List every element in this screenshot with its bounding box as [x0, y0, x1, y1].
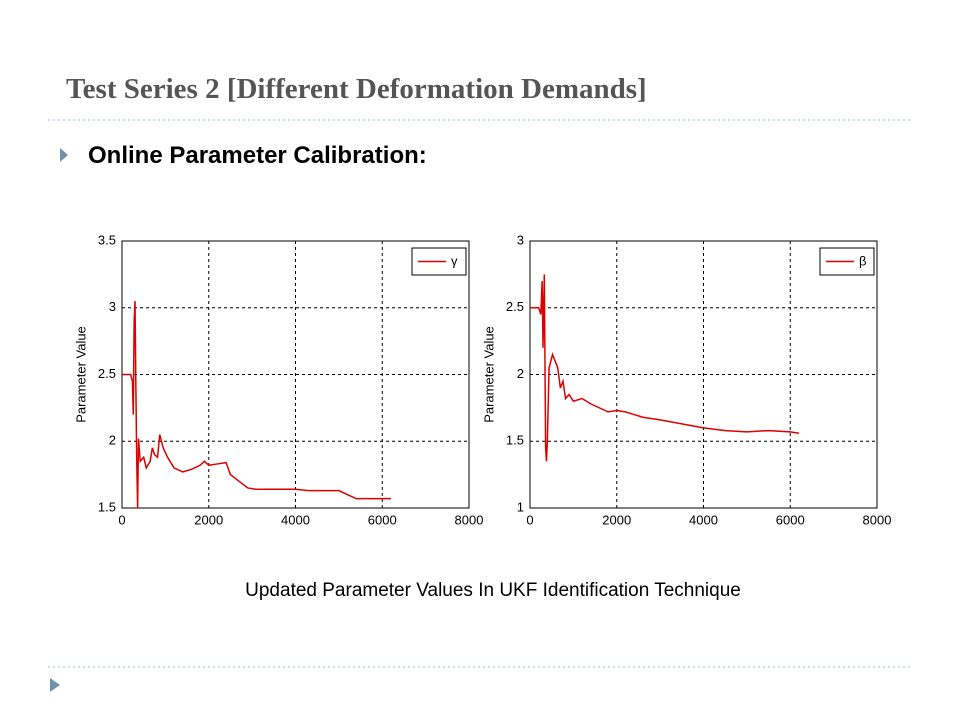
x-tick-label: 2000: [602, 512, 631, 527]
y-tick-label: 1: [517, 499, 524, 514]
y-axis-label: Parameter Value: [73, 326, 88, 423]
y-tick-label: 2: [109, 433, 116, 448]
y-tick-label: 3: [517, 232, 524, 247]
y-tick-label: 2.5: [506, 299, 524, 314]
data-line: [530, 274, 800, 462]
x-tick-label: 4000: [281, 512, 310, 527]
legend-label: γ: [451, 253, 458, 268]
x-tick-label: 0: [526, 512, 533, 527]
data-line: [122, 301, 391, 509]
bullet-text: Online Parameter Calibration:: [88, 142, 427, 169]
x-tick-label: 8000: [863, 512, 892, 527]
plot-frame: [529, 240, 878, 509]
caption: Updated Parameter Values In UKF Identifi…: [245, 580, 741, 601]
y-tick-label: 2: [517, 366, 524, 381]
x-tick-label: 2000: [194, 512, 223, 527]
x-tick-label: 6000: [776, 512, 805, 527]
x-tick-label: 6000: [368, 512, 397, 527]
y-axis-label: Parameter Value: [481, 326, 496, 423]
x-tick-label: 4000: [689, 512, 718, 527]
nav-icon: [50, 678, 60, 692]
x-tick-label: 8000: [455, 512, 484, 527]
y-tick-label: 2.5: [98, 366, 116, 381]
slide-title: Test Series 2 [Different Deformation Dem…: [66, 73, 647, 105]
bullet-icon: [60, 148, 68, 162]
charts: 1.5 2 2.5 3 3.5 0 2000 4000 6000 8000 Parameter Va…: [73, 232, 891, 527]
y-tick-label: 1.5: [506, 433, 524, 448]
legend-label: β: [859, 253, 866, 268]
y-tick-label: 3: [109, 299, 116, 314]
y-tick-label: 1.5: [98, 499, 116, 514]
x-tick-label: 0: [118, 512, 125, 527]
y-tick-label: 3.5: [98, 232, 116, 247]
